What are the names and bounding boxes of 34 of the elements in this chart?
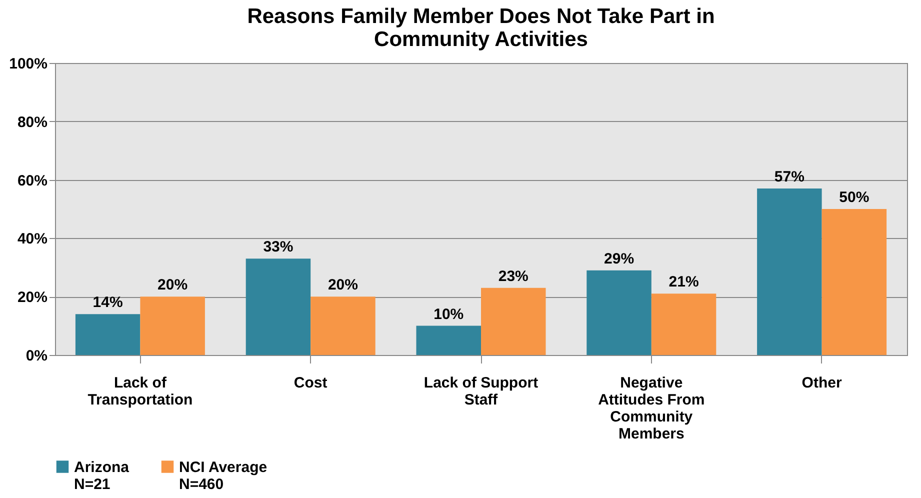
data-label: 20%	[158, 276, 188, 294]
bar	[140, 296, 205, 355]
data-label: 29%	[604, 250, 634, 268]
bar	[310, 296, 376, 355]
y-tick-label: 0%	[26, 348, 48, 364]
data-label: 10%	[434, 306, 464, 323]
data-label: 33%	[263, 238, 294, 256]
data-label: 23%	[498, 268, 528, 285]
chart-title: Reasons Family Member Does Not Take Part in Community Activities	[247, 5, 715, 51]
bar	[651, 294, 716, 355]
bar	[246, 258, 311, 355]
x-tick-label: Negative Attitudes From Community Members	[598, 374, 705, 442]
data-label: 14%	[92, 294, 123, 312]
bar	[822, 209, 887, 355]
bar	[586, 270, 652, 355]
y-tick-label: 100%	[9, 56, 48, 72]
x-tick-label: Cost	[294, 374, 328, 392]
y-tick-label: 60%	[17, 172, 48, 190]
x-tick-label: Lack of Support Staff	[424, 374, 538, 408]
x-tick-label: Lack of Transportation	[88, 374, 193, 408]
bar	[416, 326, 481, 355]
data-label: 50%	[839, 189, 870, 206]
y-tick-label: 40%	[17, 230, 48, 248]
data-label: 57%	[774, 168, 804, 186]
bar	[75, 314, 140, 355]
y-tick-label: 80%	[17, 114, 48, 131]
y-tick-label: 20%	[17, 289, 48, 306]
x-tick-label: Other	[802, 374, 842, 392]
data-label: 20%	[328, 276, 358, 294]
bar	[757, 188, 822, 355]
bar	[481, 288, 546, 355]
legend-label: Arizona N=21	[74, 458, 130, 493]
data-label: 21%	[668, 274, 699, 291]
legend-label: NCI Average N=460	[179, 458, 268, 493]
